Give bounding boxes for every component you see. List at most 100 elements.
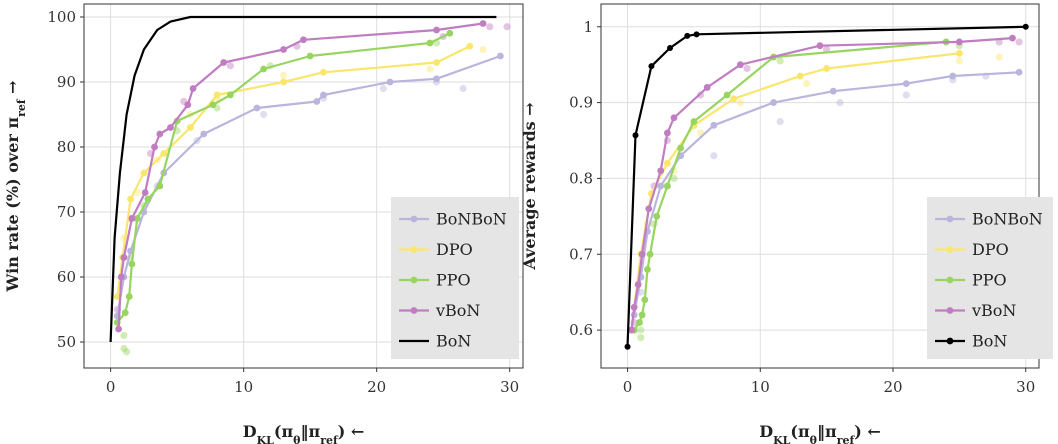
data-point-ppo (638, 311, 646, 319)
data-point-bonbon (496, 52, 504, 60)
y-axis-title: Win rate (%) over πref → (3, 80, 28, 292)
y-tick-label: 0.6 (569, 321, 593, 339)
legend-swatch-marker (410, 276, 418, 284)
data-point-ppo (133, 215, 141, 222)
data-point-bon (632, 132, 639, 139)
data-point-ppo (646, 250, 654, 258)
legend-label: DPO (436, 240, 473, 259)
data-point-bon (667, 44, 674, 51)
data-point-bonbon (1015, 68, 1023, 76)
x-axis-title: DKL(πθ‖πref) ← (243, 422, 365, 444)
data-point-ppo (121, 309, 129, 317)
data-point-vbon (115, 325, 122, 333)
data-point-bonbon (433, 75, 440, 83)
scatter-point-bonbon (902, 91, 910, 99)
data-point-dpo (127, 195, 134, 203)
data-point-vbon (1009, 34, 1016, 42)
data-layer (624, 23, 1029, 350)
data-point-bonbon (200, 130, 208, 138)
y-tick-label: 90 (57, 73, 76, 91)
data-point-dpo (140, 169, 148, 177)
y-tick-label: 80 (57, 138, 76, 156)
data-point-ppo (125, 293, 133, 300)
data-point-ppo (677, 144, 685, 152)
data-point-bonbon (710, 121, 718, 129)
data-point-ppo (260, 65, 267, 73)
x-tick-label: 20 (367, 378, 386, 396)
scatter-point-bonbon (459, 84, 467, 93)
y-tick-label: 1 (583, 18, 593, 36)
data-point-dpo (955, 49, 963, 57)
data-point-vbon (151, 143, 158, 151)
data-point-dpo (280, 78, 287, 86)
legend-swatch-marker (946, 276, 954, 284)
data-point-ppo (209, 101, 217, 109)
data-point-bonbon (902, 80, 910, 88)
scatter-point-bonbon (259, 110, 268, 119)
data-point-bonbon (770, 99, 777, 106)
scatter-point-ppo (637, 334, 645, 342)
data-point-bonbon (657, 182, 665, 190)
scatter-point-ppo (120, 331, 128, 340)
data-point-vbon (280, 46, 287, 53)
data-point-vbon (670, 114, 678, 122)
data-point-ppo (156, 182, 164, 190)
data-point-vbon (628, 326, 635, 334)
data-point-vbon (120, 254, 128, 261)
x-tick-label: 0 (623, 378, 633, 396)
scatter-point-ppo (776, 57, 784, 65)
data-point-vbon (433, 26, 440, 34)
legend-swatch-marker (410, 215, 418, 223)
data-point-vbon (141, 189, 149, 196)
data-point-vbon (955, 38, 963, 46)
scatter-point-vbon (503, 23, 511, 31)
legend: BoNBoN DPO PPO vBoN BoN (927, 197, 1053, 359)
data-point-vbon (645, 205, 653, 213)
x-tick-label: 10 (751, 378, 770, 396)
chart-1: 0 10 20 30 50 60 70 80 90 100 DKL(πθ‖πref) ← Win ra… (3, 3, 524, 444)
scatter-point-vbon (743, 64, 751, 73)
data-point-bon (684, 32, 691, 39)
data-point-dpo (433, 59, 440, 66)
data-point-dpo (320, 68, 327, 76)
data-point-vbon (300, 36, 307, 44)
data-point-dpo (187, 124, 194, 131)
series-line-bon (109, 15, 497, 343)
series-line-bonbon (116, 54, 501, 317)
data-point-bon (624, 343, 631, 350)
data-point-vbon (657, 167, 665, 175)
y-tick-label: 0.9 (569, 94, 593, 112)
y-axis-title: Average rewards → (520, 102, 539, 270)
scatter-point-dpo (803, 80, 811, 88)
scatter-point-dpo (995, 53, 1003, 61)
plot-border (83, 3, 524, 369)
series-line-ppo (116, 32, 451, 324)
y-tick-label: 70 (57, 203, 76, 221)
data-point-ppo (663, 182, 671, 190)
x-tick-label: 20 (883, 378, 902, 396)
legend-swatch-marker (410, 246, 418, 253)
scatter-point-vbon (226, 62, 234, 70)
data-point-vbon (220, 59, 228, 66)
data-point-vbon (638, 250, 646, 258)
data-point-dpo (213, 91, 221, 99)
scatter-point-bonbon (776, 117, 784, 126)
chart-2: 0 10 20 30 0.6 0.7 0.8 0.9 1 DKL(πθ‖πref) ← Averag… (520, 3, 1053, 444)
y-tick-label: 50 (57, 333, 76, 351)
scatter-point-ppo (122, 348, 131, 356)
data-point-vbon (663, 129, 671, 137)
scatter-point-ppo (637, 326, 645, 334)
legend-label: PPO (972, 271, 1007, 290)
data-point-bonbon (320, 91, 327, 99)
data-point-ppo (636, 319, 643, 326)
data-point-vbon (167, 124, 174, 131)
data-point-bonbon (313, 98, 321, 105)
scatter-point-dpo (479, 45, 487, 54)
data-point-vbon (479, 20, 487, 27)
legend-swatch-marker (946, 337, 954, 345)
legend-swatch-marker (410, 307, 418, 314)
data-point-ppo (723, 91, 731, 99)
scatter-point-ppo (670, 174, 678, 183)
scatter-point-dpo (279, 71, 288, 80)
scatter-point-vbon (486, 23, 494, 31)
